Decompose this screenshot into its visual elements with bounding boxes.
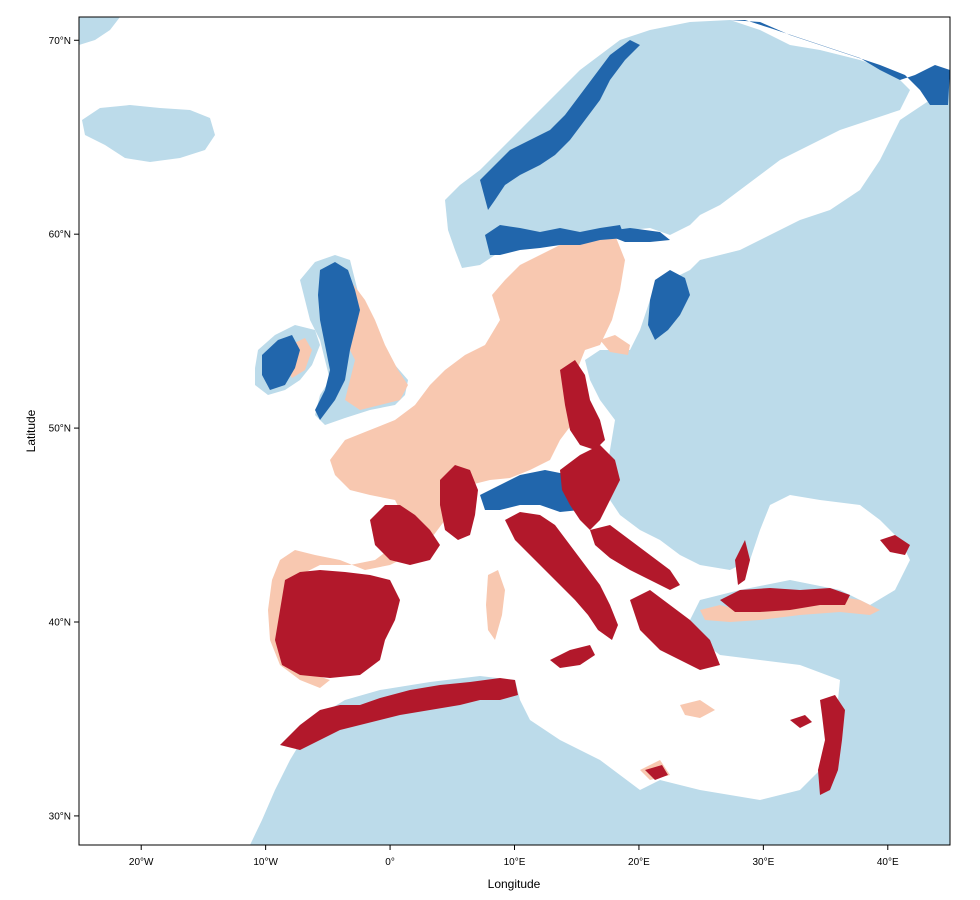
- region-croatia-red: [590, 525, 680, 590]
- region-east-land: [250, 17, 950, 845]
- region-central-europe: [268, 235, 625, 688]
- y-axis-title: Latitude: [24, 409, 38, 452]
- region-finland-blue: [648, 270, 690, 340]
- region-finland-south-blue: [600, 228, 670, 242]
- dark-red-regions: [275, 360, 910, 795]
- region-turkey-red: [720, 588, 850, 612]
- region-south-norway-blue: [485, 225, 625, 255]
- region-france-red: [370, 505, 440, 565]
- x-tick-label: 10°W: [253, 857, 278, 868]
- x-axis: 20°W 10°W 0° 10°E 20°E 30°E 40°E: [129, 845, 899, 868]
- x-tick-label: 40°E: [877, 857, 899, 868]
- y-tick-label: 40°N: [49, 618, 71, 629]
- region-caucasus-red: [880, 535, 910, 555]
- region-levant-red: [818, 695, 845, 795]
- y-tick-label: 30°N: [49, 811, 71, 822]
- region-norway-blue: [480, 40, 640, 210]
- region-cyprus-red: [790, 715, 812, 728]
- region-crete-red: [645, 765, 668, 780]
- x-tick-label: 10°E: [504, 857, 526, 868]
- y-tick-label: 50°N: [49, 424, 71, 435]
- region-greece-pink: [680, 700, 715, 718]
- y-axis: 30°N 40°N 50°N 60°N 70°N: [49, 36, 79, 822]
- region-iceland: [82, 105, 215, 162]
- region-baltic-pink: [600, 335, 630, 355]
- region-greece-red: [630, 590, 720, 670]
- region-corsica-sardinia: [486, 570, 505, 640]
- map-panel: [79, 17, 950, 845]
- region-ireland-blue: [262, 335, 300, 390]
- region-scandinavia: [445, 20, 910, 268]
- y-tick-label: 70°N: [49, 36, 71, 47]
- x-tick-label: 20°W: [129, 857, 154, 868]
- x-tick-label: 30°E: [752, 857, 774, 868]
- region-blacksea-red: [735, 540, 750, 585]
- region-northafrica-red: [280, 678, 518, 750]
- region-balkans-red: [560, 445, 620, 530]
- dark-blue-regions: [262, 20, 950, 512]
- region-greenland: [79, 17, 120, 45]
- x-axis-title: Longitude: [488, 877, 541, 891]
- x-tick-label: 0°: [385, 857, 395, 868]
- region-rhone-red: [440, 465, 478, 540]
- y-tick-label: 60°N: [49, 230, 71, 241]
- region-kola-blue: [730, 20, 950, 105]
- region-italy-red: [505, 512, 618, 640]
- region-scotland-blue: [315, 262, 360, 420]
- region-iberia-red: [275, 570, 400, 678]
- region-sicily-red: [550, 645, 595, 668]
- region-poland-red: [560, 360, 605, 450]
- x-tick-label: 20°E: [628, 857, 650, 868]
